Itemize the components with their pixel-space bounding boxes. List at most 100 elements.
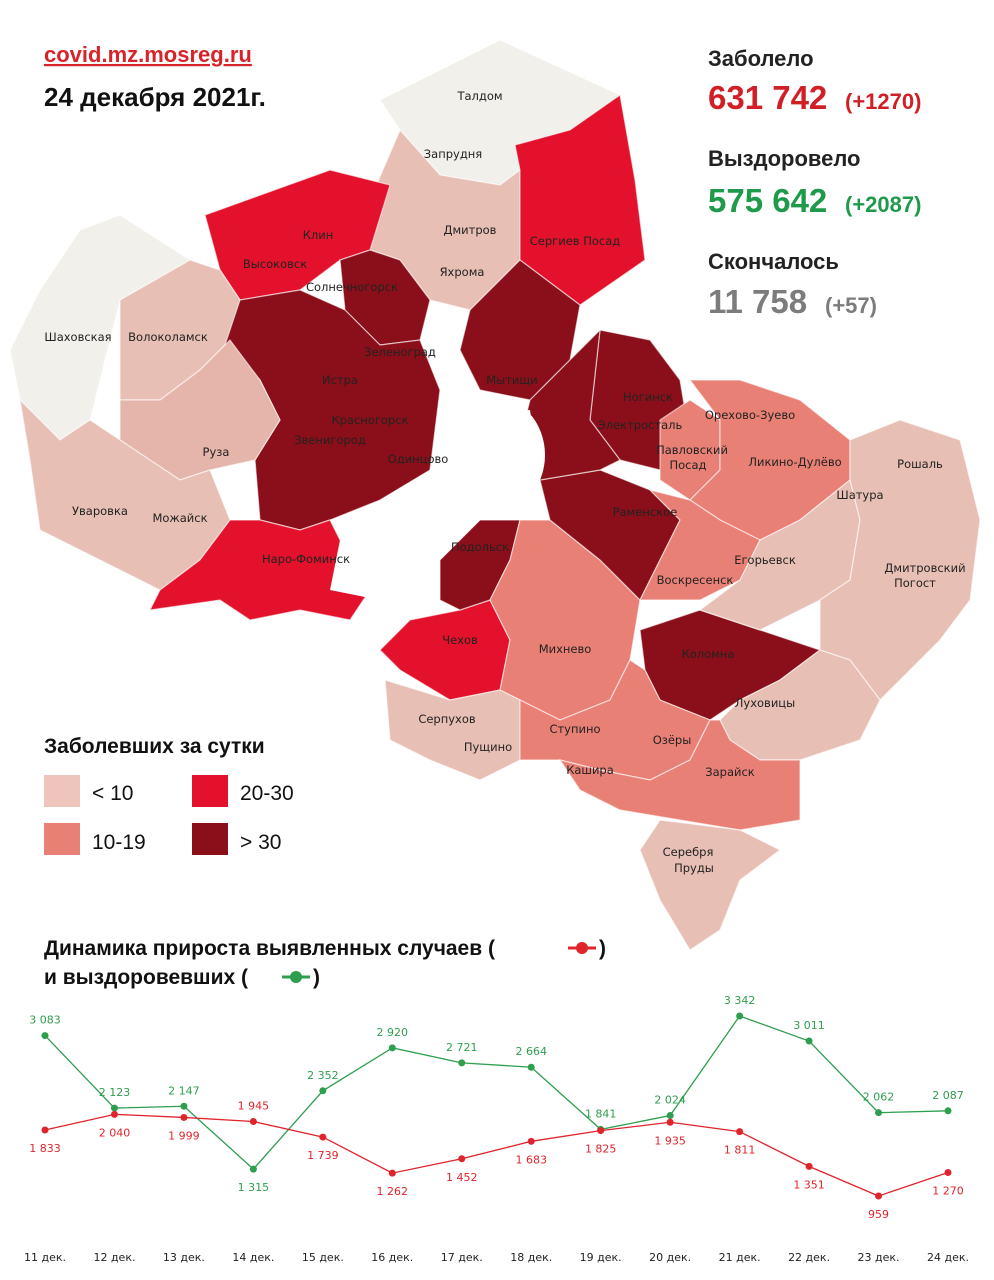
value-label: 1 452 (446, 1171, 478, 1184)
town-label: Егорьевск (734, 553, 796, 567)
town-label: Раменское (613, 505, 678, 519)
value-label: 2 024 (654, 1094, 686, 1107)
town-label: Шаховская (44, 330, 111, 344)
stat-delta: (+2087) (845, 192, 921, 217)
town-label: Руза (203, 445, 230, 459)
point (736, 1012, 744, 1020)
x-tick-label: 20 дек. (649, 1251, 691, 1264)
stat-value: 631 742 (708, 79, 827, 116)
legend-icon (282, 971, 310, 983)
town-label: Можайск (152, 511, 207, 525)
value-label: 2 920 (377, 1026, 409, 1039)
x-tick-label: 24 дек. (927, 1251, 969, 1264)
value-label: 2 087 (932, 1089, 964, 1102)
legend-swatch (44, 775, 80, 807)
point (805, 1162, 813, 1170)
town-label: Ликино-Дулёво (748, 455, 841, 469)
legend-label: < 10 (92, 782, 133, 805)
x-tick-label: 23 дек. (858, 1251, 900, 1264)
town-label: Зарайск (705, 765, 755, 779)
town-label: Сергиев Посад (530, 234, 620, 248)
town-label: Серпухов (418, 712, 476, 726)
town-label: Луховицы (735, 696, 795, 710)
source-url[interactable]: covid.mz.mosreg.ru (44, 42, 252, 67)
town-label: Талдом (456, 89, 502, 103)
point (736, 1128, 744, 1136)
x-tick-label: 15 дек. (302, 1251, 344, 1264)
town-label: Посад (669, 458, 706, 472)
value-label: 1 811 (724, 1144, 756, 1157)
series-line (44, 1015, 949, 1171)
point (249, 1118, 257, 1126)
x-tick-label: 21 дек. (719, 1251, 761, 1264)
town-label: Дмитровский (884, 561, 965, 575)
value-label: 2 040 (99, 1126, 131, 1139)
point (805, 1037, 813, 1045)
point (458, 1059, 466, 1067)
town-label: Яхрома (440, 265, 485, 279)
town-label: Рошаль (897, 457, 943, 471)
region (558, 719, 801, 831)
town-label: Воскресенск (657, 573, 734, 587)
value-label: 1 315 (238, 1181, 270, 1194)
stat-label: Скончалось (708, 249, 839, 274)
value-label: 1 841 (585, 1107, 617, 1120)
point (388, 1044, 396, 1052)
value-label: 1 825 (585, 1143, 617, 1156)
point (110, 1110, 118, 1118)
town-label: Электросталь (598, 418, 683, 432)
value-label: 1 945 (238, 1100, 270, 1113)
x-tick-label: 11 дек. (24, 1251, 66, 1264)
region (639, 819, 782, 951)
legend-swatch (192, 823, 228, 855)
point (249, 1165, 257, 1173)
point (597, 1127, 605, 1135)
point (666, 1118, 674, 1126)
point (527, 1063, 535, 1071)
town-label: Пруды (674, 861, 714, 875)
point (875, 1109, 883, 1117)
x-tick-label: 18 дек. (510, 1251, 552, 1264)
town-label: Зеленоград (364, 345, 436, 359)
town-label: Красногорск (331, 413, 408, 427)
x-tick-label: 12 дек. (93, 1251, 135, 1264)
x-tick-label: 19 дек. (580, 1251, 622, 1264)
legend-label: 20-30 (240, 782, 294, 805)
map: Талдом Запрудня Дмитров Яхрома Сергиев П… (9, 39, 981, 951)
value-label: 2 664 (515, 1045, 547, 1058)
point (41, 1032, 49, 1040)
town-label: Чехов (442, 633, 478, 647)
town-label: Погост (894, 576, 936, 590)
town-label: Павловский (656, 443, 728, 457)
date: 24 декабря 2021г. (44, 82, 266, 112)
value-label: 1 739 (307, 1149, 339, 1162)
town-label: Озёры (653, 733, 692, 747)
value-label: 1 833 (29, 1142, 61, 1155)
point (180, 1113, 188, 1121)
point (666, 1112, 674, 1120)
stat-label: Выздоровело (708, 146, 861, 171)
point (458, 1155, 466, 1163)
value-label: 959 (868, 1208, 889, 1221)
x-tick-label: 14 дек. (232, 1251, 274, 1264)
x-tick-label: 16 дек. (371, 1251, 413, 1264)
town-label: Орехово-Зуево (705, 408, 795, 422)
town-label: Звенигород (294, 433, 366, 447)
town-label: Шатура (836, 488, 883, 502)
value-label: 2 147 (168, 1084, 200, 1097)
town-label: Пущино (464, 740, 512, 754)
value-label: 2 062 (863, 1091, 895, 1104)
legend-icon (568, 942, 596, 954)
town-label: Дмитров (444, 223, 497, 237)
line-chart: 11 дек. 12 дек. 13 дек. 14 дек. 15 дек. 16 де… (24, 994, 969, 1264)
chart-title: Динамика прироста выявленных случаев ( (44, 937, 495, 960)
town-label: Солнечногорск (306, 280, 398, 294)
town-label: Волоколамск (128, 330, 208, 344)
town-label: Запрудня (424, 147, 482, 161)
region (514, 93, 646, 306)
x-tick-label: 22 дек. (788, 1251, 830, 1264)
stat-value: 575 642 (708, 182, 827, 219)
chart-title: ) (599, 937, 606, 960)
point (41, 1126, 49, 1134)
town-label: Истра (322, 373, 358, 387)
